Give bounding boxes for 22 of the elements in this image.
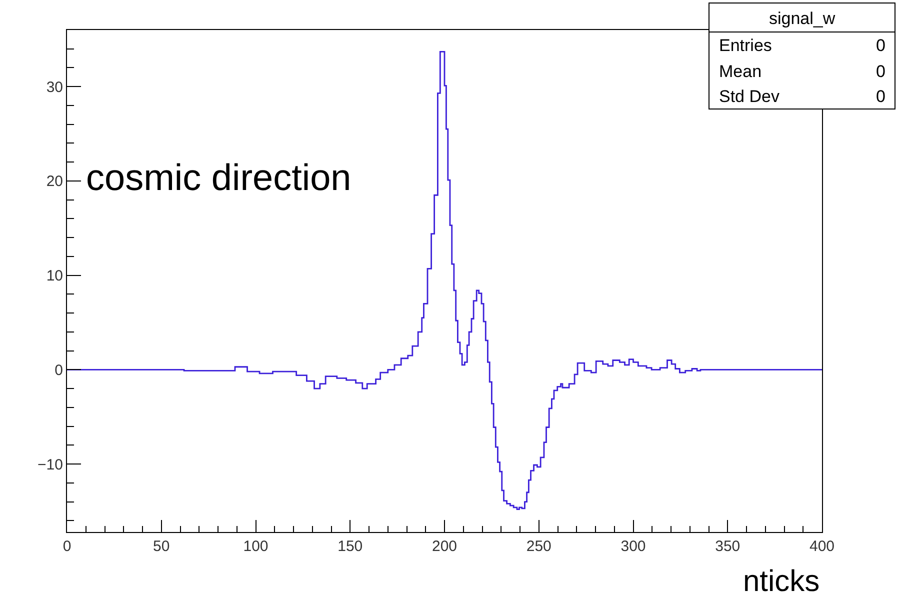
x-tick-label: 200 xyxy=(432,538,458,555)
x-tick-label: 250 xyxy=(526,538,552,555)
annotation: Entries xyxy=(719,36,772,55)
annotation: cosmic direction xyxy=(86,157,352,198)
y-tick-label: −10 xyxy=(38,456,63,474)
chart-title: signal_w xyxy=(769,9,836,28)
x-tick-label: 350 xyxy=(715,538,740,555)
text: 0 xyxy=(876,62,886,81)
x-tick-label: 300 xyxy=(620,538,646,555)
x-tick-label: 150 xyxy=(338,538,363,555)
annotation: Std Dev xyxy=(719,87,780,106)
y-tick-label: 0 xyxy=(54,362,63,379)
x-axis-title: nticks xyxy=(743,565,820,598)
y-tick-label: 30 xyxy=(46,78,63,96)
y-tick-label: 10 xyxy=(46,268,63,285)
x-tick-label: 50 xyxy=(153,538,170,555)
text: 0 xyxy=(876,87,886,106)
x-tick-label: 100 xyxy=(243,538,268,555)
x-tick-label: 400 xyxy=(809,538,835,555)
text: 0 xyxy=(876,36,886,55)
y-tick-label: 20 xyxy=(46,173,63,190)
annotation: Mean xyxy=(719,62,762,81)
